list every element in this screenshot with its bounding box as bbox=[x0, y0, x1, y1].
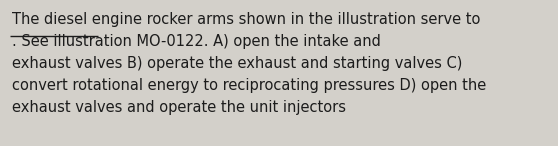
Text: exhaust valves and operate the unit injectors: exhaust valves and operate the unit inje… bbox=[12, 100, 346, 115]
Text: exhaust valves B) operate the exhaust and starting valves C): exhaust valves B) operate the exhaust an… bbox=[12, 56, 463, 71]
Text: . See illustration MO-0122. A) open the intake and: . See illustration MO-0122. A) open the … bbox=[12, 34, 381, 49]
Text: convert rotational energy to reciprocating pressures D) open the: convert rotational energy to reciprocati… bbox=[12, 78, 486, 93]
Text: The diesel engine rocker arms shown in the illustration serve to: The diesel engine rocker arms shown in t… bbox=[12, 12, 480, 27]
